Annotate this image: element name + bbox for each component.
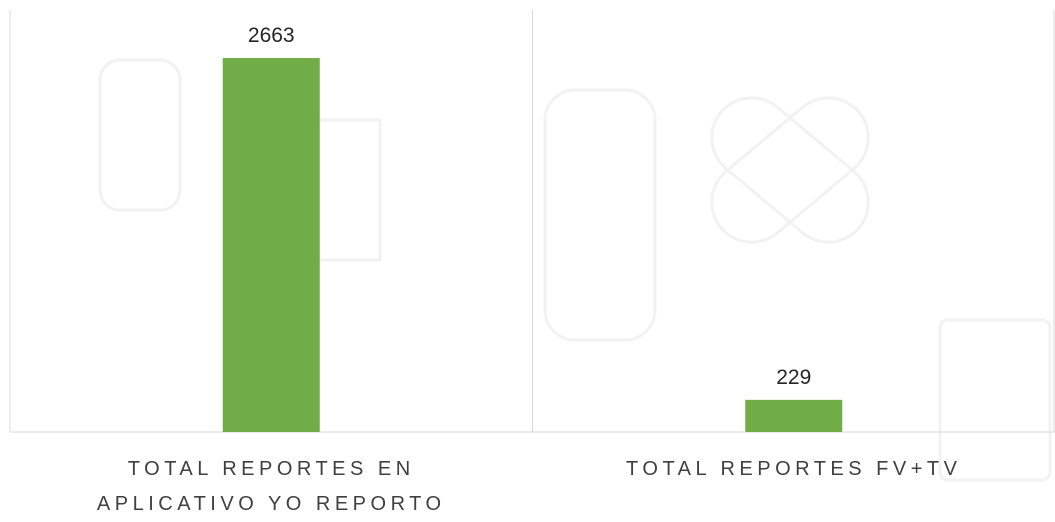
bar bbox=[745, 399, 843, 432]
background-doodles bbox=[98, 58, 1052, 482]
x-tick-label: TOTAL REPORTES FV+TV bbox=[626, 458, 962, 480]
data-label: 2663 bbox=[248, 24, 295, 47]
data-label: 229 bbox=[776, 366, 811, 389]
bar bbox=[222, 58, 320, 432]
x-tick-label: TOTAL REPORTES EN APLICATIVO YO REPORTO bbox=[96, 458, 446, 515]
